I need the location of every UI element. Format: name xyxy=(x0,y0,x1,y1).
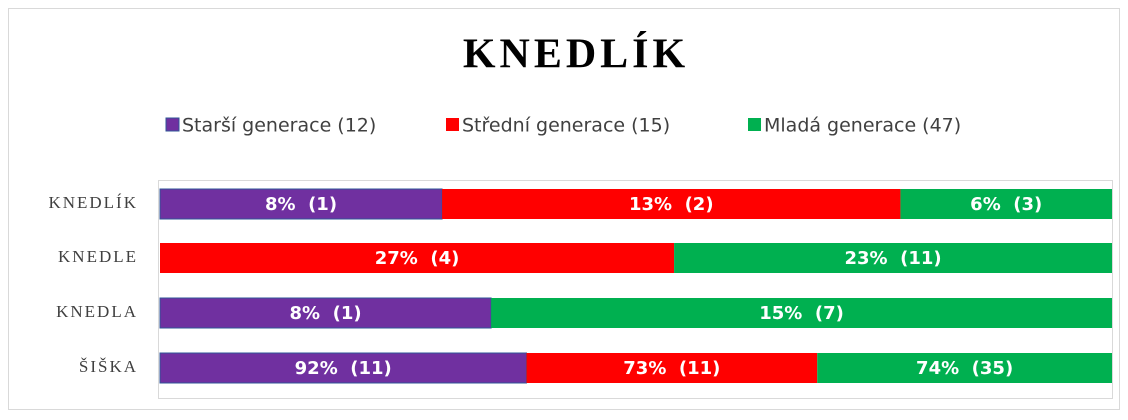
bar-segment xyxy=(817,353,1112,383)
legend-swatch xyxy=(165,117,180,132)
y-tick-label: KNEDLE xyxy=(58,247,138,266)
value-label: 73% (11) xyxy=(623,358,720,379)
chart-title: KNEDLÍK xyxy=(463,31,689,78)
y-tick-label: KNEDLA xyxy=(56,302,138,321)
value-label: 6% (3) xyxy=(970,194,1042,215)
legend-label: Mladá generace (47) xyxy=(764,115,961,137)
bar-segment xyxy=(491,298,1112,328)
value-label: 15% (7) xyxy=(759,303,844,324)
value-label: 23% (11) xyxy=(844,248,941,269)
bar-segment xyxy=(442,189,901,219)
value-label: 8% (1) xyxy=(265,194,337,215)
legend-swatch xyxy=(446,118,459,131)
bar-segment xyxy=(159,352,527,384)
plot-frame xyxy=(158,180,1113,399)
legend-swatch xyxy=(748,118,761,131)
bar-segment xyxy=(160,243,675,273)
value-label: 92% (11) xyxy=(295,358,392,379)
legend-label: Střední generace (15) xyxy=(462,115,670,137)
y-tick-label: KNEDLÍK xyxy=(48,193,138,212)
value-label: 8% (1) xyxy=(290,303,362,324)
bar-segment xyxy=(674,243,1112,273)
y-tick-label: ŠIŠKA xyxy=(79,357,138,376)
bar-segment xyxy=(159,188,443,220)
bar-segment xyxy=(900,189,1112,219)
value-label: 74% (35) xyxy=(916,358,1013,379)
value-label: 27% (4) xyxy=(375,248,460,269)
bar-segment xyxy=(526,353,818,383)
legend-label: Starší generace (12) xyxy=(182,115,376,137)
bar-segment xyxy=(159,297,492,329)
value-label: 13% (2) xyxy=(629,194,714,215)
